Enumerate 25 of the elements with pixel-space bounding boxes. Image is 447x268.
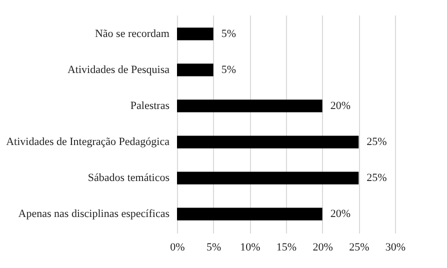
data-label: 5% <box>221 64 236 76</box>
x-tick-label: 5% <box>206 242 222 254</box>
y-tick-label: Sábados temáticos <box>88 172 170 184</box>
bar <box>177 64 214 76</box>
bar <box>177 28 214 40</box>
x-tick-label: 15% <box>276 242 297 254</box>
y-tick-label: Atividades de Integração Pedagógica <box>6 136 170 148</box>
data-label: 20% <box>330 208 351 220</box>
bar <box>177 136 359 148</box>
y-tick-label: Atividades de Pesquisa <box>67 64 170 76</box>
x-tick-label: 30% <box>385 242 406 254</box>
y-tick-label: Palestras <box>130 100 170 112</box>
data-label: 5% <box>221 28 236 40</box>
x-tick-label: 10% <box>240 242 260 254</box>
data-label: 25% <box>366 172 387 184</box>
y-tick-label: Apenas nas disciplinas específicas <box>18 208 170 220</box>
bar <box>177 100 322 112</box>
bar <box>177 208 322 220</box>
x-tick-label: 20% <box>312 242 333 254</box>
data-label: 25% <box>366 136 387 148</box>
data-label: 20% <box>330 100 351 112</box>
y-tick-label: Não se recordam <box>94 28 170 40</box>
x-tick-label: 0% <box>170 242 185 254</box>
x-tick-label: 25% <box>349 242 370 254</box>
bar <box>177 172 359 184</box>
